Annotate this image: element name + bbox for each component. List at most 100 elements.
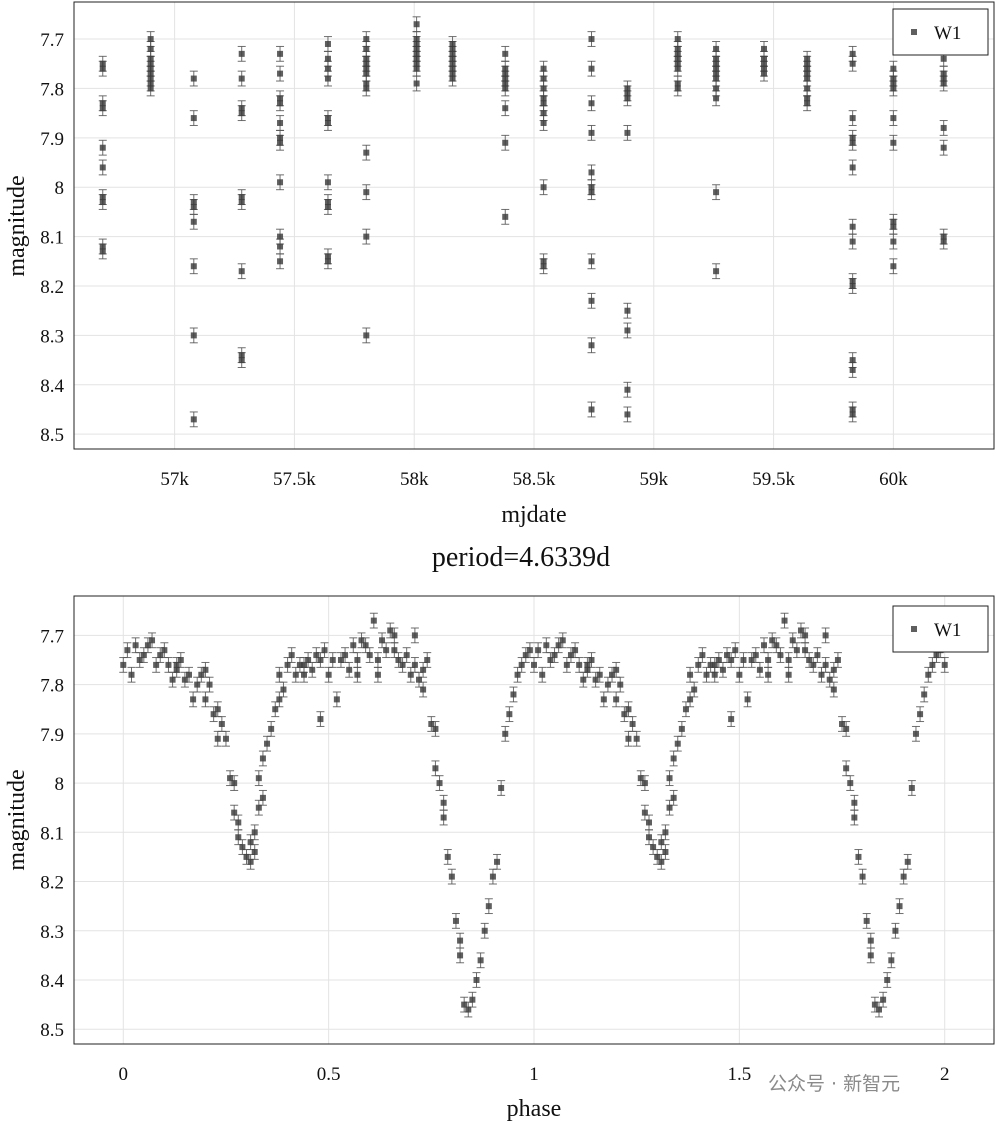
time-series-y-tick-label: 8.1 bbox=[40, 228, 64, 249]
phase-points bbox=[120, 617, 948, 1013]
phase-data-point bbox=[576, 661, 583, 668]
phase-data-point bbox=[424, 657, 431, 663]
phase-data-point bbox=[321, 647, 328, 654]
time-series-data-point bbox=[449, 45, 456, 52]
time-series-data-point bbox=[624, 307, 631, 314]
time-series-data-point bbox=[624, 129, 631, 136]
phase-data-point bbox=[288, 652, 295, 659]
time-series-data-point bbox=[890, 238, 897, 245]
time-series-data-point bbox=[940, 55, 947, 62]
phase-data-point bbox=[572, 647, 579, 654]
phase-data-point bbox=[822, 661, 829, 668]
time-series-data-point bbox=[277, 243, 284, 250]
phase-data-point bbox=[658, 858, 665, 865]
phase-data-point bbox=[264, 740, 271, 747]
phase-data-point bbox=[399, 661, 406, 668]
phase-data-point bbox=[231, 809, 238, 816]
phase-data-point bbox=[580, 676, 587, 683]
phase-data-point bbox=[884, 977, 891, 983]
time-series-data-point bbox=[849, 238, 856, 245]
time-series-data-point bbox=[890, 80, 897, 87]
phase-data-point bbox=[719, 666, 726, 673]
phase-data-point bbox=[761, 642, 767, 649]
time-series-plot-frame bbox=[73, 1, 995, 450]
phase-data-point bbox=[785, 657, 792, 663]
time-series-data-point bbox=[502, 139, 509, 146]
phase-y-tick-label: 8.1 bbox=[40, 823, 64, 844]
time-series-data-point bbox=[804, 95, 811, 102]
time-series-y-tick-label: 7.8 bbox=[40, 79, 64, 100]
time-series-y-tick-label: 8.3 bbox=[40, 326, 64, 347]
time-series-data-point bbox=[413, 55, 420, 62]
phase-data-point bbox=[436, 780, 443, 787]
time-series-data-point bbox=[99, 144, 106, 151]
phase-x-axis-label: phase bbox=[507, 1096, 562, 1122]
phase-data-point bbox=[711, 671, 718, 678]
phase-data-point bbox=[880, 996, 887, 1003]
time-series-legend: W1 bbox=[892, 8, 989, 56]
time-series-data-point bbox=[277, 120, 284, 127]
phase-data-point bbox=[843, 725, 850, 732]
phase-y-axis-label: magnitude bbox=[4, 769, 30, 870]
time-series-data-point bbox=[849, 115, 856, 122]
time-series-data-point bbox=[238, 105, 245, 112]
time-series-data-point bbox=[849, 164, 856, 171]
time-series-data-point bbox=[324, 120, 331, 127]
phase-data-point bbox=[724, 652, 731, 659]
phase-data-point bbox=[292, 671, 299, 678]
time-series-data-point bbox=[624, 386, 631, 393]
phase-data-point bbox=[194, 681, 201, 688]
phase-data-point bbox=[563, 661, 570, 668]
phase-data-point bbox=[765, 657, 772, 663]
time-series-data-point bbox=[99, 100, 106, 107]
phase-y-tick-label: 8.3 bbox=[40, 922, 64, 943]
time-series-data-point bbox=[940, 238, 947, 245]
time-series-data-point bbox=[502, 85, 509, 92]
phase-data-point bbox=[358, 637, 365, 644]
time-series-data-point bbox=[502, 50, 509, 57]
phase-data-point bbox=[740, 657, 747, 663]
phase-data-point bbox=[917, 711, 924, 718]
time-series-data-point bbox=[761, 45, 767, 52]
phase-data-point bbox=[284, 661, 291, 668]
time-series-y-tick-label: 7.9 bbox=[40, 129, 64, 150]
time-series-data-point bbox=[324, 258, 331, 265]
time-series-data-point bbox=[190, 115, 197, 122]
phase-data-point bbox=[908, 785, 915, 791]
time-series-y-tick-label: 8.4 bbox=[40, 376, 64, 397]
phase-data-point bbox=[440, 799, 447, 806]
phase-data-point bbox=[366, 652, 373, 659]
phase-data-point bbox=[892, 927, 899, 934]
phase-data-point bbox=[350, 642, 357, 649]
time-series-data-point bbox=[147, 45, 154, 52]
time-series-x-tick-label: 58k bbox=[400, 469, 429, 490]
phase-data-point bbox=[769, 637, 776, 644]
phase-data-point bbox=[514, 671, 521, 678]
phase-data-point bbox=[584, 666, 591, 673]
phase-data-point bbox=[855, 853, 862, 860]
phase-data-point bbox=[933, 652, 940, 659]
phase-data-point bbox=[235, 834, 242, 841]
time-series-data-point bbox=[363, 70, 370, 77]
time-series-data-point bbox=[502, 80, 509, 87]
time-series-data-point bbox=[540, 110, 547, 117]
time-series-x-tick-label: 59k bbox=[640, 469, 669, 490]
phase-x-tick-label: 1 bbox=[529, 1064, 539, 1085]
time-series-data-point bbox=[99, 248, 106, 255]
time-series-x-tick-label: 57k bbox=[160, 469, 189, 490]
time-series-data-point bbox=[99, 60, 106, 67]
time-series-data-point bbox=[99, 199, 106, 206]
phase-data-point bbox=[403, 652, 410, 659]
time-series-data-point bbox=[502, 65, 509, 72]
phase-legend: W1 bbox=[892, 605, 989, 653]
phase-data-point bbox=[428, 721, 435, 727]
time-series-data-point bbox=[363, 332, 370, 339]
phase-data-point bbox=[420, 686, 427, 693]
time-series-data-point bbox=[277, 179, 284, 186]
phase-data-point bbox=[876, 1006, 882, 1013]
phase-data-point bbox=[666, 804, 673, 811]
phase-data-point bbox=[362, 642, 369, 649]
phase-data-point bbox=[567, 652, 574, 659]
time-series-data-point bbox=[713, 75, 720, 82]
phase-data-point bbox=[489, 873, 496, 880]
